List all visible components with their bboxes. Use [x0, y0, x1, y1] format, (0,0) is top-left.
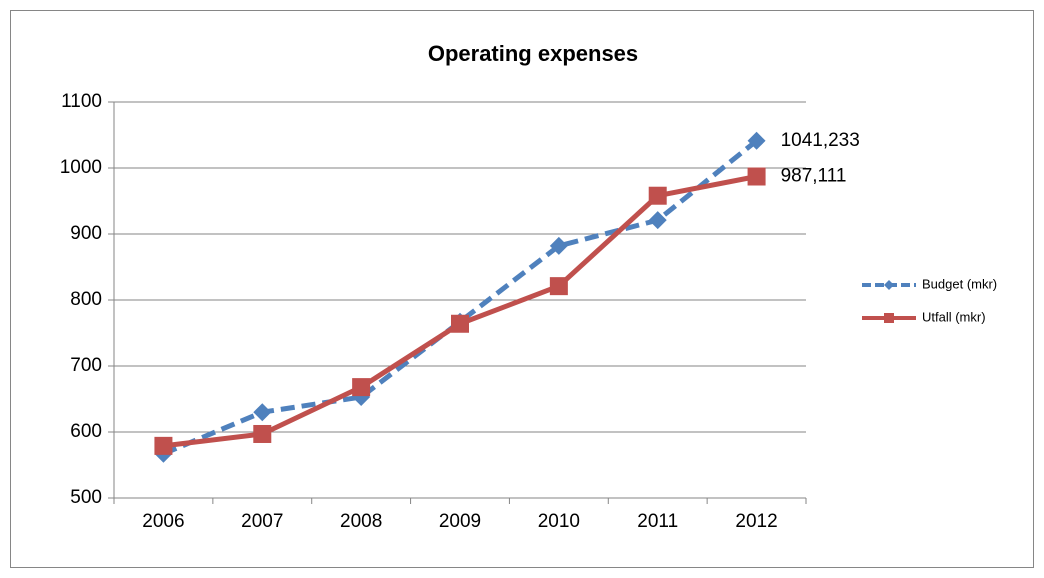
x-tick-label: 2011	[637, 511, 678, 532]
x-tick-label: 2006	[142, 511, 184, 532]
y-tick-label: 800	[70, 289, 102, 310]
legend-label: Budget (mkr)	[922, 276, 997, 291]
data-point	[154, 436, 173, 455]
data-label: 987,111	[781, 166, 847, 187]
x-tick-label: 2008	[340, 511, 382, 532]
y-tick-label: 600	[70, 421, 102, 442]
legend-label: Utfall (mkr)	[922, 309, 986, 324]
data-point	[253, 403, 272, 422]
chart-border	[10, 10, 1034, 568]
data-point	[648, 186, 667, 205]
data-point	[253, 424, 272, 443]
data-point	[451, 314, 469, 333]
data-point	[549, 236, 568, 255]
y-tick-label: 1100	[61, 91, 102, 112]
y-tick-label: 1000	[60, 157, 102, 178]
data-point	[747, 131, 766, 150]
x-tick-label: 2010	[538, 511, 580, 532]
chart-title: Operating expenses	[428, 41, 638, 66]
data-point	[648, 211, 667, 230]
legend-marker	[884, 313, 894, 323]
data-point	[747, 167, 766, 186]
data-point	[549, 277, 568, 296]
y-tick-label: 500	[70, 487, 102, 508]
x-tick-label: 2012	[735, 511, 777, 532]
x-tick-label: 2009	[439, 511, 481, 532]
y-tick-label: 900	[70, 223, 102, 244]
data-point	[352, 378, 371, 397]
x-tick-label: 2007	[241, 511, 283, 532]
legend-marker	[884, 280, 894, 290]
y-tick-label: 700	[70, 355, 102, 376]
data-label: 1041,233	[781, 130, 860, 151]
